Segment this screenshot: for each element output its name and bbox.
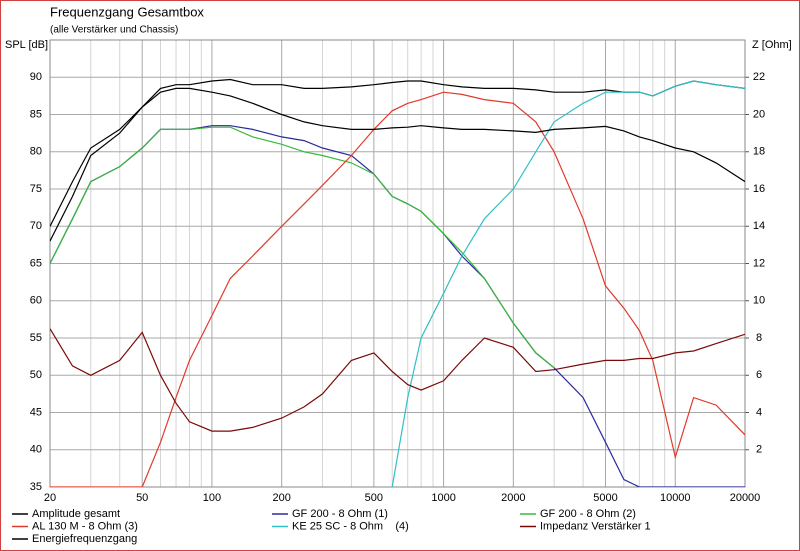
legend-label: GF 200 - 8 Ohm (2) bbox=[540, 508, 636, 520]
y2-tick-label: 4 bbox=[756, 406, 762, 418]
series-line bbox=[391, 80, 745, 487]
chart-subtitle: (alle Verstärker und Chassis) bbox=[50, 25, 178, 36]
y-tick-label: 40 bbox=[30, 444, 42, 456]
x-tick-label: 20 bbox=[44, 492, 56, 504]
legend-label: Amplitude gesamt bbox=[32, 508, 120, 520]
legend-label: AL 130 M - 8 Ohm (3) bbox=[32, 520, 138, 532]
y-tick-label: 45 bbox=[30, 406, 42, 418]
y-tick-label: 65 bbox=[30, 257, 42, 269]
y2-tick-label: 6 bbox=[756, 369, 762, 381]
y-tick-label: 55 bbox=[30, 332, 42, 344]
y-tick-label: 35 bbox=[30, 481, 42, 493]
series-line bbox=[50, 87, 745, 242]
y2-tick-label: 18 bbox=[753, 146, 765, 158]
x-tick-label: 50 bbox=[136, 492, 148, 504]
series-group bbox=[50, 78, 745, 487]
y-axis-label: SPL [dB] bbox=[5, 39, 48, 51]
y2-tick-label: 22 bbox=[753, 71, 765, 83]
x-tick-label: 5000 bbox=[593, 492, 617, 504]
x-tick-label: 100 bbox=[203, 492, 221, 504]
legend-label: Energiefrequenzgang bbox=[32, 533, 137, 545]
x-tick-label: 500 bbox=[365, 492, 383, 504]
chart-title: Frequenzgang Gesamtbox bbox=[50, 4, 204, 19]
y2-tick-label: 10 bbox=[753, 295, 765, 307]
series-line bbox=[50, 126, 555, 369]
legend-label: KE 25 SC - 8 Ohm (4) bbox=[292, 520, 409, 532]
series-line bbox=[50, 328, 745, 432]
y2-tick-label: 16 bbox=[753, 183, 765, 195]
legend-label: Impedanz Verstärker 1 bbox=[540, 520, 651, 532]
x-tick-label: 10000 bbox=[660, 492, 691, 504]
series-line bbox=[50, 91, 745, 487]
y-tick-label: 70 bbox=[30, 220, 42, 232]
x-tick-label: 2000 bbox=[501, 492, 525, 504]
y-tick-label: 80 bbox=[30, 146, 42, 158]
x-tick-label: 1000 bbox=[431, 492, 455, 504]
y-tick-label: 75 bbox=[30, 183, 42, 195]
x-tick-label: 20000 bbox=[730, 492, 761, 504]
y2-tick-label: 12 bbox=[753, 257, 765, 269]
x-tick-label: 200 bbox=[272, 492, 290, 504]
y-tick-label: 50 bbox=[30, 369, 42, 381]
y-tick-label: 60 bbox=[30, 295, 42, 307]
legend-label: GF 200 - 8 Ohm (1) bbox=[292, 508, 388, 520]
y2-tick-label: 20 bbox=[753, 108, 765, 120]
y2-tick-label: 14 bbox=[753, 220, 765, 232]
y2-tick-label: 8 bbox=[756, 332, 762, 344]
y-tick-label: 90 bbox=[30, 71, 42, 83]
y-tick-label: 85 bbox=[30, 108, 42, 120]
y2-tick-label: 2 bbox=[756, 444, 762, 456]
y2-axis-label: Z [Ohm] bbox=[752, 39, 792, 51]
